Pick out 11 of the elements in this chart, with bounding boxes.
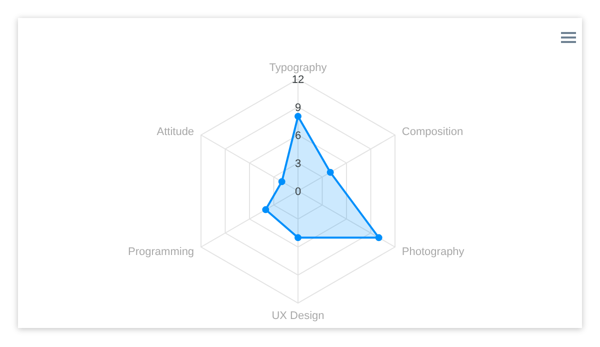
spoke-label: Photography <box>402 246 465 258</box>
spoke-label: Programming <box>128 246 194 258</box>
y-tick-label: 0 <box>294 186 302 198</box>
y-tick-label: 6 <box>294 130 302 142</box>
y-tick-label: 3 <box>294 158 302 170</box>
spoke-label: UX Design <box>272 310 324 322</box>
y-tick-label: 9 <box>294 102 302 114</box>
spoke-label: Attitude <box>156 126 194 138</box>
spoke-label: Composition <box>402 126 464 138</box>
spoke-label: Typography <box>269 62 328 74</box>
y-tick-label: 12 <box>292 74 304 86</box>
